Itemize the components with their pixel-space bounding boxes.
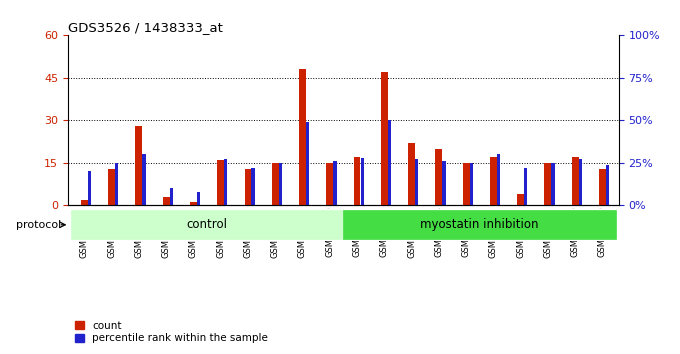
Bar	[224, 159, 227, 205]
Bar	[470, 163, 473, 205]
Text: control: control	[186, 218, 228, 231]
Bar	[299, 69, 306, 205]
Bar	[333, 161, 337, 205]
Bar	[579, 159, 582, 205]
Bar	[388, 120, 391, 205]
Bar	[606, 165, 609, 205]
Bar	[190, 202, 197, 205]
Bar	[163, 197, 169, 205]
Bar	[381, 72, 388, 205]
Bar	[135, 126, 142, 205]
Bar	[415, 159, 418, 205]
Bar	[408, 143, 415, 205]
Bar	[435, 149, 442, 205]
Bar	[306, 122, 309, 205]
Bar	[360, 158, 364, 205]
Bar	[218, 160, 224, 205]
Text: GDS3526 / 1438333_at: GDS3526 / 1438333_at	[68, 21, 223, 34]
Bar	[490, 157, 497, 205]
Bar	[524, 168, 528, 205]
Bar	[272, 163, 279, 205]
Bar	[343, 210, 616, 239]
Bar	[517, 194, 524, 205]
Bar	[497, 154, 500, 205]
Text: myostatin inhibition: myostatin inhibition	[420, 218, 539, 231]
Bar	[462, 163, 469, 205]
Bar	[245, 169, 252, 205]
Bar	[599, 169, 606, 205]
Legend: count, percentile rank within the sample: count, percentile rank within the sample	[73, 319, 270, 345]
Bar	[354, 157, 360, 205]
Bar	[169, 188, 173, 205]
Bar	[326, 163, 333, 205]
Bar	[279, 163, 282, 205]
Bar	[572, 157, 579, 205]
Bar	[197, 192, 200, 205]
Bar	[115, 163, 118, 205]
Bar	[71, 210, 343, 239]
Bar	[442, 161, 445, 205]
Bar	[545, 163, 551, 205]
Bar	[81, 200, 88, 205]
Bar	[252, 168, 255, 205]
Bar	[88, 171, 91, 205]
Bar	[108, 169, 115, 205]
Bar	[142, 154, 146, 205]
Text: protocol: protocol	[16, 220, 61, 230]
Bar	[551, 163, 555, 205]
